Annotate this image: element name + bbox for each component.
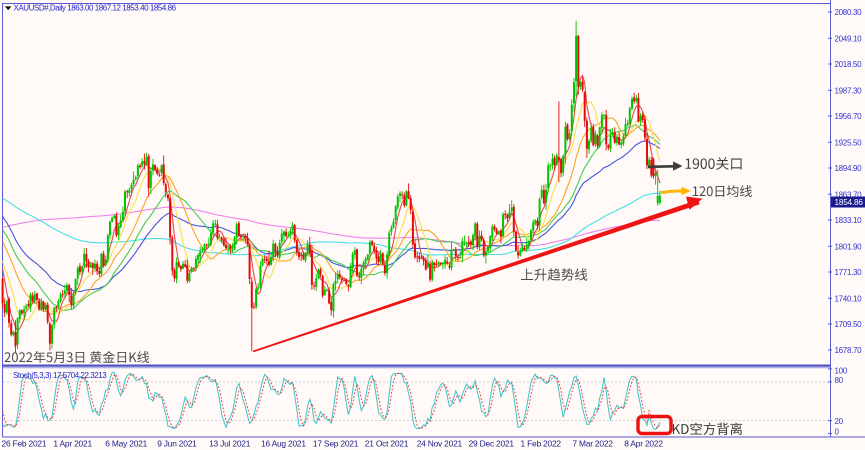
- svg-text:17 Sep 2021: 17 Sep 2021: [313, 439, 359, 449]
- svg-text:Stoch(5,3,3) 17.5704 22.3213: Stoch(5,3,3) 17.5704 22.3213: [13, 371, 107, 380]
- svg-text:2049.10: 2049.10: [835, 35, 863, 44]
- svg-text:26 Feb 2021: 26 Feb 2021: [2, 439, 47, 449]
- svg-text:1801.90: 1801.90: [835, 242, 863, 251]
- svg-text:1956.70: 1956.70: [835, 112, 863, 121]
- svg-text:29 Dec 2021: 29 Dec 2021: [469, 439, 515, 449]
- svg-text:2080.30: 2080.30: [835, 8, 863, 17]
- svg-text:1771.30: 1771.30: [835, 268, 863, 277]
- svg-text:9 Jun 2021: 9 Jun 2021: [157, 439, 197, 449]
- svg-text:20: 20: [835, 417, 844, 426]
- svg-text:8 Apr 2022: 8 Apr 2022: [624, 439, 663, 449]
- svg-text:1863.70: 1863.70: [835, 190, 863, 199]
- svg-text:1925.50: 1925.50: [835, 138, 863, 147]
- svg-text:100: 100: [835, 367, 848, 376]
- svg-text:1 Feb 2022: 1 Feb 2022: [521, 439, 562, 449]
- svg-text:XAUUSD#,Daily 1863.00 1867.12: XAUUSD#,Daily 1863.00 1867.12 1853.40 18…: [14, 4, 177, 13]
- svg-text:6 May 2021: 6 May 2021: [105, 439, 147, 449]
- svg-text:21 Oct 2021: 21 Oct 2021: [365, 439, 409, 449]
- svg-text:80: 80: [835, 376, 844, 385]
- svg-text:1987.30: 1987.30: [835, 87, 863, 96]
- svg-text:13 Jul 2021: 13 Jul 2021: [209, 439, 251, 449]
- svg-text:1 Apr 2021: 1 Apr 2021: [53, 439, 92, 449]
- svg-text:1709.50: 1709.50: [835, 320, 863, 329]
- svg-text:1740.10: 1740.10: [835, 294, 863, 303]
- svg-text:1833.10: 1833.10: [835, 216, 863, 225]
- svg-text:24 Nov 2021: 24 Nov 2021: [417, 439, 463, 449]
- svg-text:1854.86: 1854.86: [835, 198, 864, 207]
- svg-text:0: 0: [835, 428, 840, 437]
- svg-text:1894.90: 1894.90: [835, 164, 863, 173]
- svg-text:16 Aug 2021: 16 Aug 2021: [261, 439, 306, 449]
- svg-text:7 Mar 2022: 7 Mar 2022: [572, 439, 613, 449]
- svg-text:2018.50: 2018.50: [835, 60, 863, 69]
- svg-text:1678.70: 1678.70: [835, 346, 863, 355]
